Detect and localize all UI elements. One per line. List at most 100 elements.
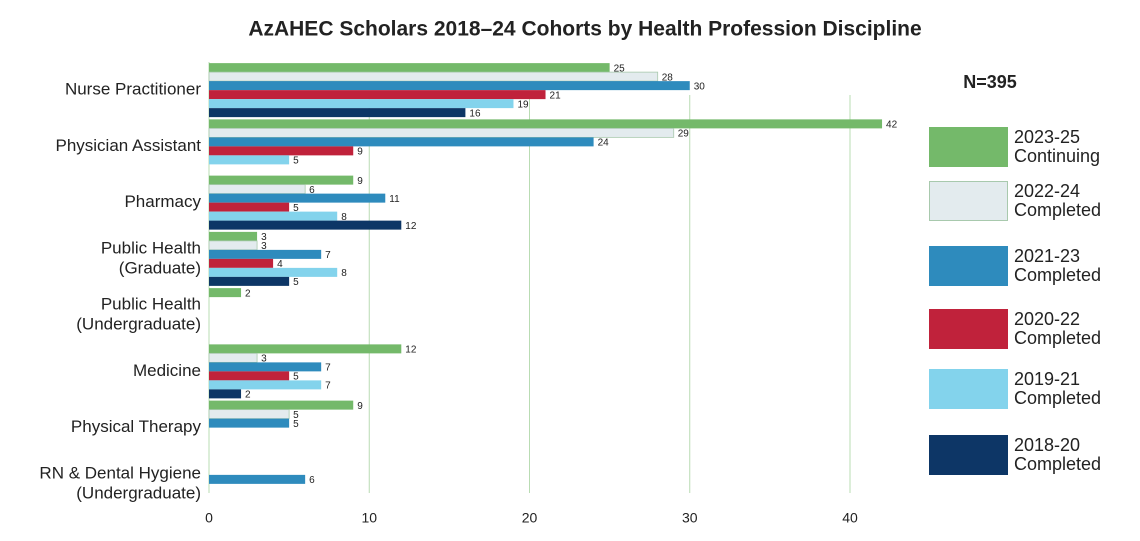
bar [209,81,690,91]
y-tick-label: Physician Assistant [55,136,201,155]
data-label: 3 [261,241,267,252]
data-label: 4 [277,259,283,270]
y-tick-label: RN & Dental Hygiene [39,463,201,482]
legend-swatch [929,309,1008,349]
legend-label: 2021-23 Completed [1014,246,1102,285]
bar [208,240,258,251]
data-label: 5 [293,277,299,288]
data-label: 25 [614,63,626,74]
bar [209,474,306,484]
bar [209,146,354,156]
data-label: 5 [293,156,299,167]
bar [209,119,883,129]
data-label: 5 [293,203,299,214]
annotation: N=395 [963,72,1017,92]
y-tick-label: (Undergraduate) [76,315,201,334]
data-label: 9 [357,401,363,412]
legend-label: 2019-21 Completed [1014,369,1102,408]
data-label: 19 [517,99,529,110]
data-label: 9 [357,176,363,187]
bar [209,362,322,372]
bar [209,211,338,221]
data-label: 11 [389,194,400,205]
bar [209,99,514,109]
bar [209,108,466,118]
y-tick-label: (Graduate) [119,258,201,277]
data-label: 8 [341,268,347,279]
bar [209,90,546,100]
bar [209,288,242,298]
legend-swatch [929,127,1008,167]
data-label: 42 [886,120,898,131]
y-tick-label: Public Health [101,238,201,257]
bar [209,267,338,277]
legend-label: 2018-20 Completed [1014,435,1102,474]
bar [209,389,242,399]
bar [209,231,258,241]
bar [209,63,610,73]
data-label: 9 [357,147,363,158]
data-label: 7 [325,381,331,392]
data-label: 6 [309,185,315,196]
data-label: 16 [469,108,481,119]
data-label: 2 [245,288,251,299]
bar [208,71,659,82]
y-tick-label: Physical Therapy [71,417,202,436]
data-label: 8 [341,212,347,223]
bar [209,137,594,147]
bar [209,175,354,185]
data-label: 2 [245,390,251,401]
x-tick-label: 30 [682,510,698,526]
bar [209,258,274,268]
y-tick-label: Nurse Practitioner [65,80,201,99]
data-label: 12 [405,221,417,232]
legend-label: 2020-22 Completed [1014,309,1102,348]
data-label: 6 [309,475,315,486]
chart-title: AzAHEC Scholars 2018–24 Cohorts by Healt… [248,18,921,41]
bar [209,193,386,203]
legend-swatch [929,181,1008,221]
data-label: 28 [662,72,674,83]
bar [208,184,306,195]
bar [209,380,322,390]
bar [209,155,290,165]
bar [209,249,322,259]
data-label: 5 [293,410,299,421]
x-tick-label: 40 [842,510,858,526]
data-label: 21 [550,90,562,101]
bar [209,400,354,410]
bar [208,352,258,363]
data-label: 5 [293,372,299,383]
data-label: 5 [293,419,299,430]
x-tick-label: 10 [361,510,377,526]
bar [208,409,290,420]
bar [209,202,290,212]
data-label: 29 [678,129,690,140]
data-label: 30 [694,81,706,92]
legend-label: 2022-24 Completed [1014,181,1102,220]
legend-swatch [929,435,1008,475]
x-tick-label: 20 [522,510,538,526]
data-label: 3 [261,354,267,365]
y-tick-label: Public Health [101,295,201,314]
legend-swatch [929,369,1008,409]
bar [208,127,675,138]
bar [209,418,290,428]
data-label: 24 [598,138,610,149]
data-label: 3 [261,232,267,243]
y-tick-label: (Undergraduate) [76,483,201,502]
bar [209,276,290,286]
data-label: 12 [405,345,417,356]
y-tick-label: Pharmacy [124,192,201,211]
bar [209,371,290,381]
data-label: 7 [325,363,331,374]
legend-label: 2023-25 Continuing [1014,127,1101,166]
x-tick-label: 0 [205,510,213,526]
bar [209,344,402,354]
bar [209,220,402,230]
data-label: 7 [325,250,331,261]
y-tick-label: Medicine [133,361,201,380]
legend-swatch [929,246,1008,286]
